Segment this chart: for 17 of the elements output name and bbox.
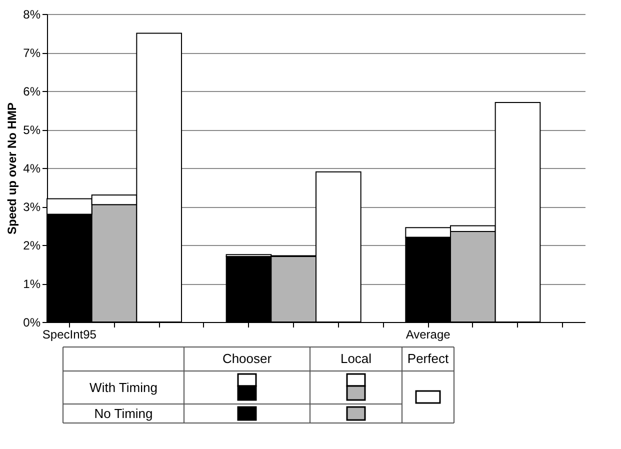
y-tick-label: 0% xyxy=(23,316,41,330)
x-tick-label: Average xyxy=(406,328,451,342)
y-tick-label: 6% xyxy=(23,84,41,98)
text: Chooser xyxy=(222,351,272,366)
text: Perfect xyxy=(407,351,449,366)
text: Local xyxy=(340,351,372,366)
text: No Timing xyxy=(94,406,153,421)
y-axis-title: Speed up over No HMP xyxy=(5,102,20,235)
y-tick-label: 4% xyxy=(23,162,41,176)
text: With Timing xyxy=(90,380,158,395)
y-tick-label: 3% xyxy=(23,200,41,214)
y-tick-label: 1% xyxy=(23,277,41,291)
y-tick-label: 5% xyxy=(23,123,41,137)
x-tick-label: SpecInt95 xyxy=(42,328,97,342)
y-tick-label: 7% xyxy=(23,46,41,60)
y-tick-label: 2% xyxy=(23,238,41,252)
y-tick-label: 8% xyxy=(23,8,41,22)
